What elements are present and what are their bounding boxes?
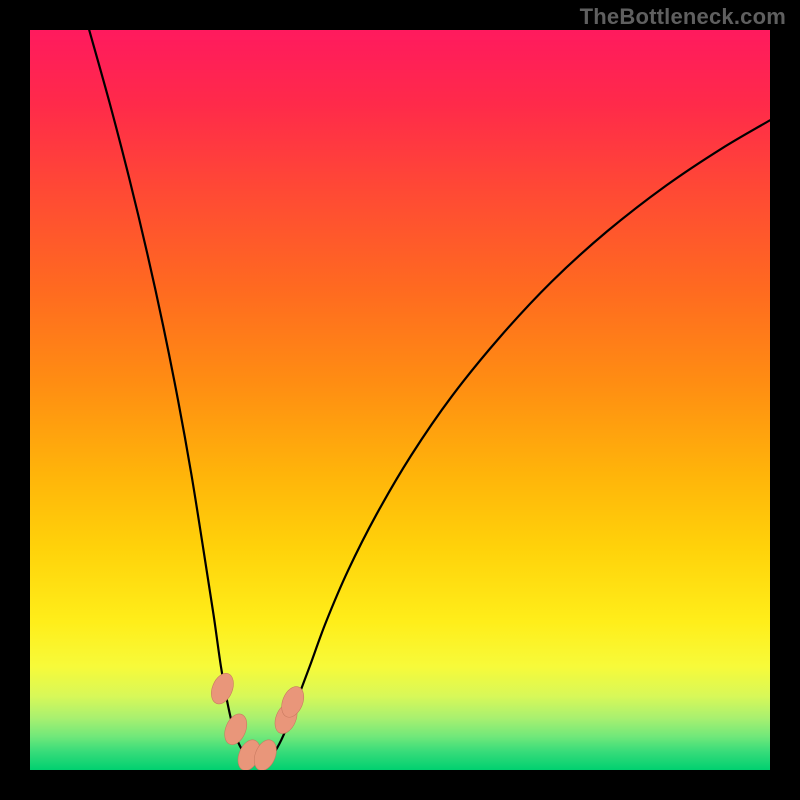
chart-frame: TheBottleneck.com: [0, 0, 800, 800]
watermark-text: TheBottleneck.com: [580, 4, 786, 30]
curve-layer: [30, 30, 770, 770]
v-curve-path: [89, 30, 770, 764]
marker-group: [207, 670, 308, 770]
plot-area: [30, 30, 770, 770]
marker-point: [207, 670, 238, 707]
